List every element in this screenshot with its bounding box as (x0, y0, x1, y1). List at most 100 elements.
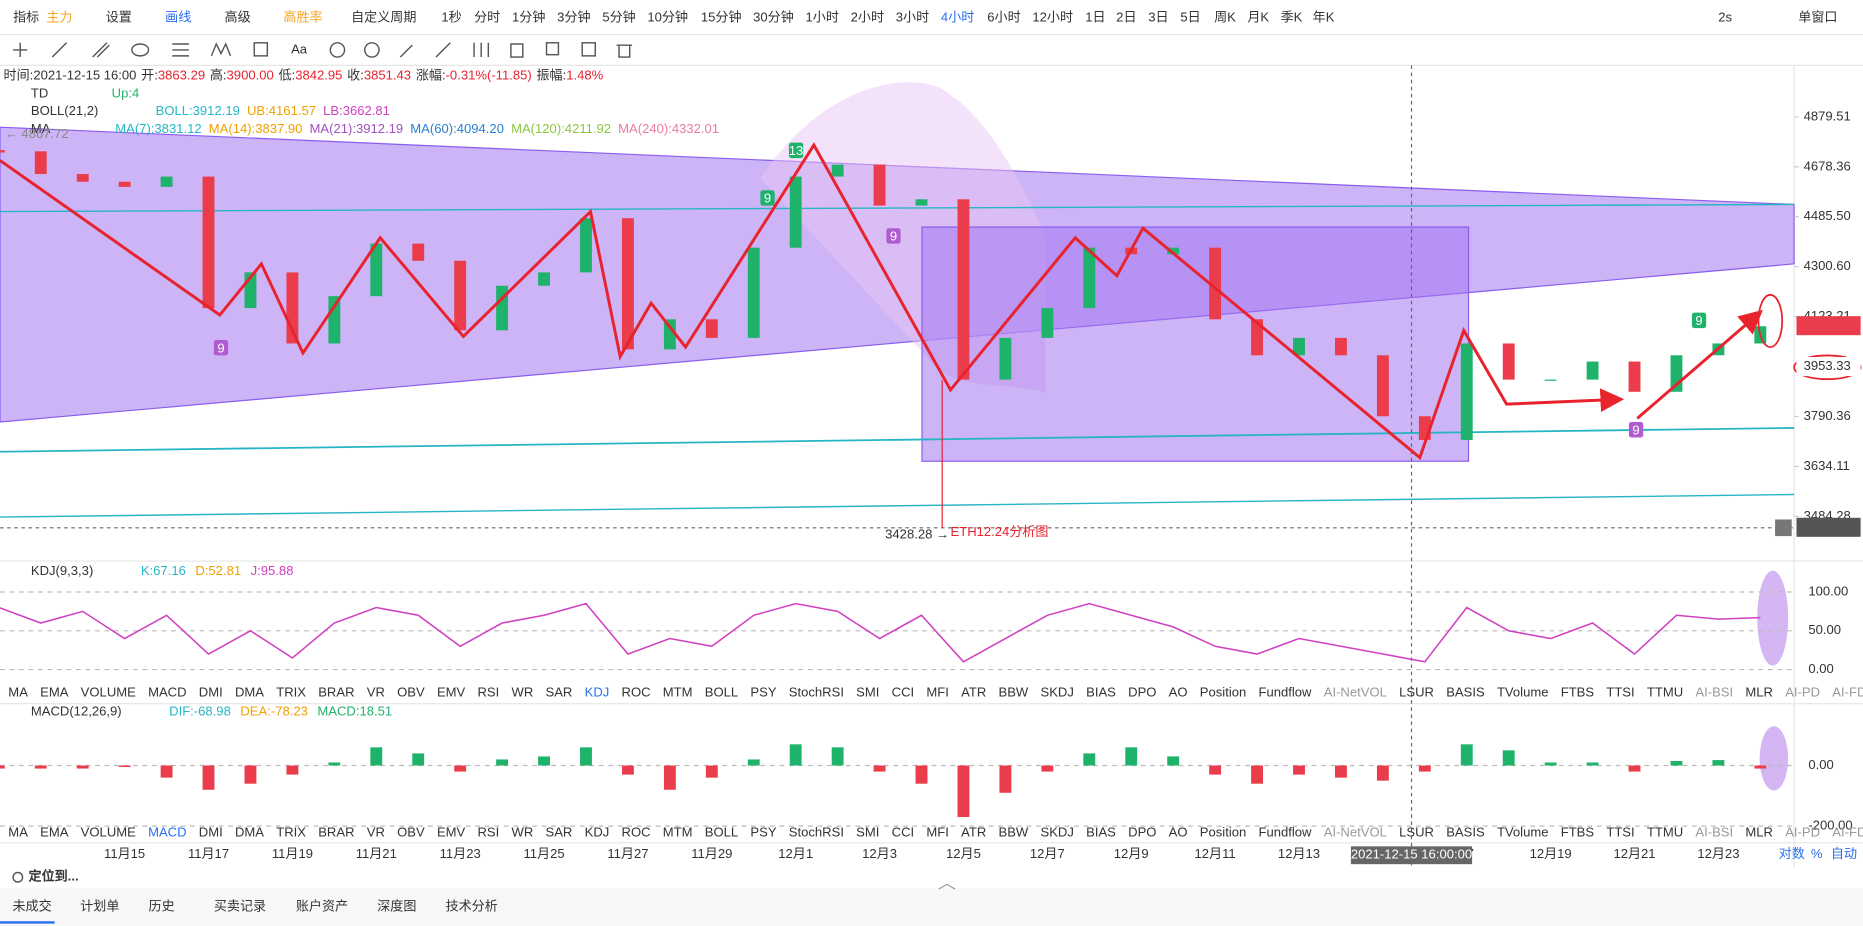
indicator-tab[interactable]: BRAR (318, 684, 354, 699)
toolbar-item[interactable]: 3日 (1148, 9, 1168, 24)
indicator-tab[interactable]: BOLL (705, 684, 738, 699)
indicator-tab[interactable]: PSY (750, 825, 776, 840)
indicator-tab[interactable]: DMI (199, 684, 223, 699)
toolbar-item[interactable]: 1分钟 (512, 9, 545, 24)
bottom-tab[interactable]: 账户资产 (296, 898, 348, 913)
indicator-tab[interactable]: MFI (926, 684, 948, 699)
indicator-tab[interactable]: TTMU (1647, 825, 1683, 840)
indicator-tab[interactable]: AO (1169, 684, 1188, 699)
indicator-tab[interactable]: StochRSI (789, 684, 844, 699)
indicator-tab[interactable]: AI-BSI (1695, 684, 1733, 699)
indicator-tab[interactable]: EMV (437, 684, 466, 699)
indicator-tab[interactable]: StochRSI (789, 825, 844, 840)
tool-rect[interactable] (253, 42, 269, 57)
indicator-tab[interactable]: EMV (437, 825, 466, 840)
toolbar-item[interactable]: 1日 (1085, 9, 1105, 24)
toolbar-right[interactable]: 单窗口 (1798, 9, 1837, 24)
indicator-tab[interactable]: BIAS (1086, 825, 1116, 840)
tool-line[interactable] (51, 42, 68, 58)
toolbar-item[interactable]: 设置 (106, 9, 132, 24)
indicator-tab[interactable]: ATR (961, 825, 986, 840)
toolbar-item[interactable]: 月K (1247, 9, 1269, 24)
toolbar-item[interactable]: 5日 (1180, 9, 1200, 24)
bottom-tab[interactable]: 买卖记录 (214, 898, 266, 913)
indicator-tab[interactable]: MACD (148, 825, 186, 840)
indicator-tab[interactable]: BBW (999, 684, 1029, 699)
toolbar-item[interactable]: 3分钟 (557, 9, 590, 24)
tool-fib[interactable] (172, 43, 189, 57)
tool-lock2[interactable] (510, 43, 524, 58)
indicator-tab[interactable]: AI-NetVOL (1324, 825, 1387, 840)
indicator-tab[interactable]: PSY (750, 684, 776, 699)
indicator-tab[interactable]: AI-FDI (1832, 825, 1863, 840)
tool-pen[interactable] (435, 42, 451, 58)
tool-bars[interactable] (473, 42, 490, 58)
indicator-tab[interactable]: SKDJ (1041, 825, 1074, 840)
indicator-tab[interactable]: VOLUME (81, 825, 136, 840)
toolbar-item[interactable]: 高级 (225, 9, 251, 24)
indicator-tab[interactable]: MFI (926, 825, 948, 840)
indicator-tab[interactable]: DPO (1128, 825, 1156, 840)
indicator-tab[interactable]: MLR (1745, 825, 1773, 840)
indicator-tab[interactable]: OBV (397, 825, 425, 840)
toolbar-item[interactable]: 4小时 (941, 9, 974, 24)
indicator-tab[interactable]: LSUR (1399, 684, 1434, 699)
indicator-tab[interactable]: MA (8, 684, 28, 699)
indicator-tab[interactable]: BASIS (1446, 825, 1485, 840)
indicator-tab[interactable]: TRIX (276, 825, 306, 840)
indicator-tab[interactable]: VR (367, 684, 385, 699)
indicator-tab[interactable]: LSUR (1399, 825, 1434, 840)
toolbar-item[interactable]: 高胜率 (283, 9, 322, 24)
tool-delete[interactable] (616, 44, 633, 58)
tool-text[interactable]: Aa (291, 41, 308, 56)
tool-ruler[interactable] (399, 44, 413, 58)
toolbar-item[interactable]: 1秒 (441, 9, 461, 24)
indicator-tab[interactable]: TTSI (1606, 825, 1634, 840)
indicator-tab[interactable]: OBV (397, 684, 425, 699)
bottom-tab[interactable]: 计划单 (80, 898, 119, 913)
indicator-tab[interactable]: BASIS (1446, 684, 1485, 699)
indicator-tab[interactable]: DMA (235, 684, 264, 699)
indicator-tab[interactable]: TTSI (1606, 684, 1634, 699)
toolbar-right[interactable]: 2s (1718, 9, 1732, 24)
indicator-tab[interactable]: CCI (892, 825, 914, 840)
toolbar-item[interactable]: 画线 (165, 9, 191, 24)
indicator-tab[interactable]: FTBS (1561, 684, 1595, 699)
toolbar-item[interactable]: 12小时 (1032, 9, 1073, 24)
indicator-tab[interactable]: BIAS (1086, 684, 1116, 699)
locate[interactable]: 定位到... (29, 869, 79, 884)
indicator-tab[interactable]: DMI (199, 825, 223, 840)
indicator-tab[interactable]: VR (367, 825, 385, 840)
tool-copy[interactable] (545, 42, 560, 56)
collapse-handle[interactable] (938, 883, 956, 890)
axis-option[interactable]: % (1811, 846, 1823, 861)
indicator-tab[interactable]: SAR (546, 684, 573, 699)
toolbar-item[interactable]: 周K (1214, 9, 1236, 24)
indicator-tab[interactable]: ATR (961, 684, 986, 699)
tool-cross[interactable] (13, 42, 28, 58)
indicator-tab[interactable]: AI-BSI (1695, 825, 1733, 840)
bottom-tab[interactable]: 未成交 (12, 898, 51, 913)
indicator-tab[interactable]: AO (1169, 825, 1188, 840)
indicator-tab[interactable]: TRIX (276, 684, 306, 699)
toolbar-item[interactable]: 6小时 (987, 9, 1020, 24)
toolbar-item[interactable]: 1小时 (805, 9, 838, 24)
indicator-tab[interactable]: AI-PD (1785, 684, 1820, 699)
indicator-tab[interactable]: Fundflow (1259, 684, 1313, 699)
indicator-tab[interactable]: Fundflow (1259, 825, 1313, 840)
indicator-tab[interactable]: KDJ (585, 825, 610, 840)
indicator-tab[interactable]: DMA (235, 825, 264, 840)
toolbar-item[interactable]: 3小时 (896, 9, 929, 24)
toolbar-item[interactable]: 15分钟 (701, 9, 742, 24)
indicator-tab[interactable]: WR (512, 825, 534, 840)
indicator-tab[interactable]: AI-PD (1785, 825, 1820, 840)
toolbar-item[interactable]: 年K (1313, 9, 1335, 24)
toolbar-item[interactable]: 指标 (13, 9, 39, 24)
toolbar-item[interactable]: 自定义周期 (351, 9, 416, 24)
indicator-tab[interactable]: VOLUME (81, 684, 136, 699)
tool-edit[interactable] (581, 42, 596, 57)
indicator-tab[interactable]: MTM (663, 684, 693, 699)
indicator-tab[interactable]: CCI (892, 684, 914, 699)
indicator-tab[interactable]: FTBS (1561, 825, 1595, 840)
indicator-tab[interactable]: MLR (1745, 684, 1773, 699)
